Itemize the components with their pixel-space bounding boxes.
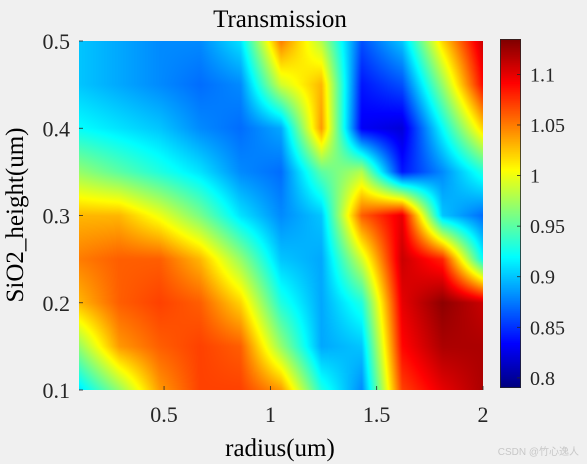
chart-title: Transmission: [213, 6, 347, 33]
colorbar-tick-label: 0.9: [530, 267, 555, 289]
x-tick-label: 0.5: [150, 402, 178, 427]
y-tick-label: 0.3: [43, 204, 71, 229]
colorbar-tick-label: 0.85: [530, 317, 565, 339]
colorbar-frame: [500, 39, 521, 388]
y-axis-label: SiO2_height(um): [2, 128, 29, 303]
plot-area: [79, 41, 483, 390]
y-tick-label: 0.2: [43, 291, 71, 316]
y-tick-label: 0.4: [43, 116, 71, 141]
colorbar-tick-label: 0.8: [530, 368, 555, 390]
y-axis: 0.1 0.2 0.3 0.4 0.5: [43, 29, 83, 403]
colorbar-tick-label: 1: [530, 166, 540, 188]
colorbar-ticks: 0.8 0.85 0.9 0.95 1 1.05 1.1: [517, 64, 565, 390]
x-axis-label: radius(um): [225, 435, 335, 462]
x-axis: 0.5 1 1.5 2: [150, 386, 489, 427]
y-tick-label: 0.5: [43, 29, 71, 54]
colorbar-tick-label: 0.95: [530, 216, 565, 238]
colorbar: 0.8 0.85 0.9 0.95 1 1.05 1.1: [500, 39, 565, 390]
watermark: CSDN @竹心逸人: [497, 447, 579, 458]
colorbar-tick-label: 1.05: [530, 115, 565, 137]
heatmap-image: [79, 41, 483, 390]
colorbar-gradient: [500, 39, 521, 388]
x-tick-label: 1.5: [363, 402, 391, 427]
x-tick-label: 2: [478, 402, 489, 427]
y-tick-label: 0.1: [43, 378, 71, 403]
colorbar-tick-label: 1.1: [530, 64, 555, 86]
x-tick-label: 1: [265, 402, 276, 427]
